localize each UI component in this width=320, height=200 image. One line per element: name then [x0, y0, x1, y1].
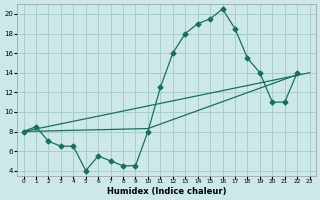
- X-axis label: Humidex (Indice chaleur): Humidex (Indice chaleur): [107, 187, 226, 196]
